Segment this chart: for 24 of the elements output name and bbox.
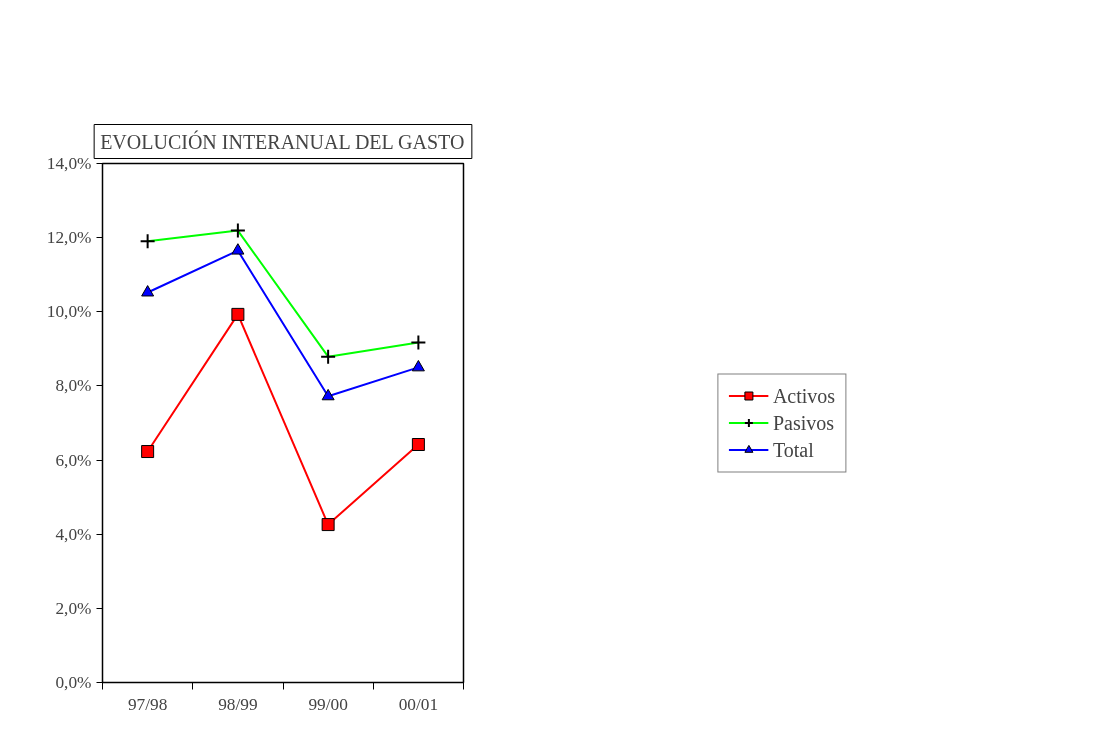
y-tick-label: 8,0% (55, 376, 92, 396)
point (231, 307, 245, 321)
legend-label: Activos (772, 384, 836, 407)
x-tick-label: 00/01 (398, 694, 439, 714)
point (141, 285, 155, 297)
point (231, 243, 245, 255)
x-tick-label: 99/00 (308, 694, 348, 714)
y-tick-label: 6,0% (55, 450, 92, 470)
point (321, 388, 335, 401)
point (411, 438, 425, 451)
y-tick-label: 14,0% (46, 154, 92, 173)
y-tick-label: 12,0% (46, 228, 92, 248)
x-tick-label: 98/99 (218, 694, 258, 714)
x-tick-label: 97/98 (127, 694, 168, 714)
point (141, 445, 155, 459)
point (321, 518, 335, 532)
chart-title: EVOLUCIÓN INTERANUAL DEL GASTO (100, 129, 465, 153)
y-tick-label: 2,0% (55, 598, 92, 618)
legend-label: Pasivos (772, 411, 835, 434)
y-tick-label: 4,0% (55, 524, 92, 544)
legend-label: Total (772, 438, 814, 461)
y-tick-label: 10,0% (46, 302, 92, 322)
point (411, 359, 425, 372)
y-tick-label: 0,0% (55, 673, 92, 692)
